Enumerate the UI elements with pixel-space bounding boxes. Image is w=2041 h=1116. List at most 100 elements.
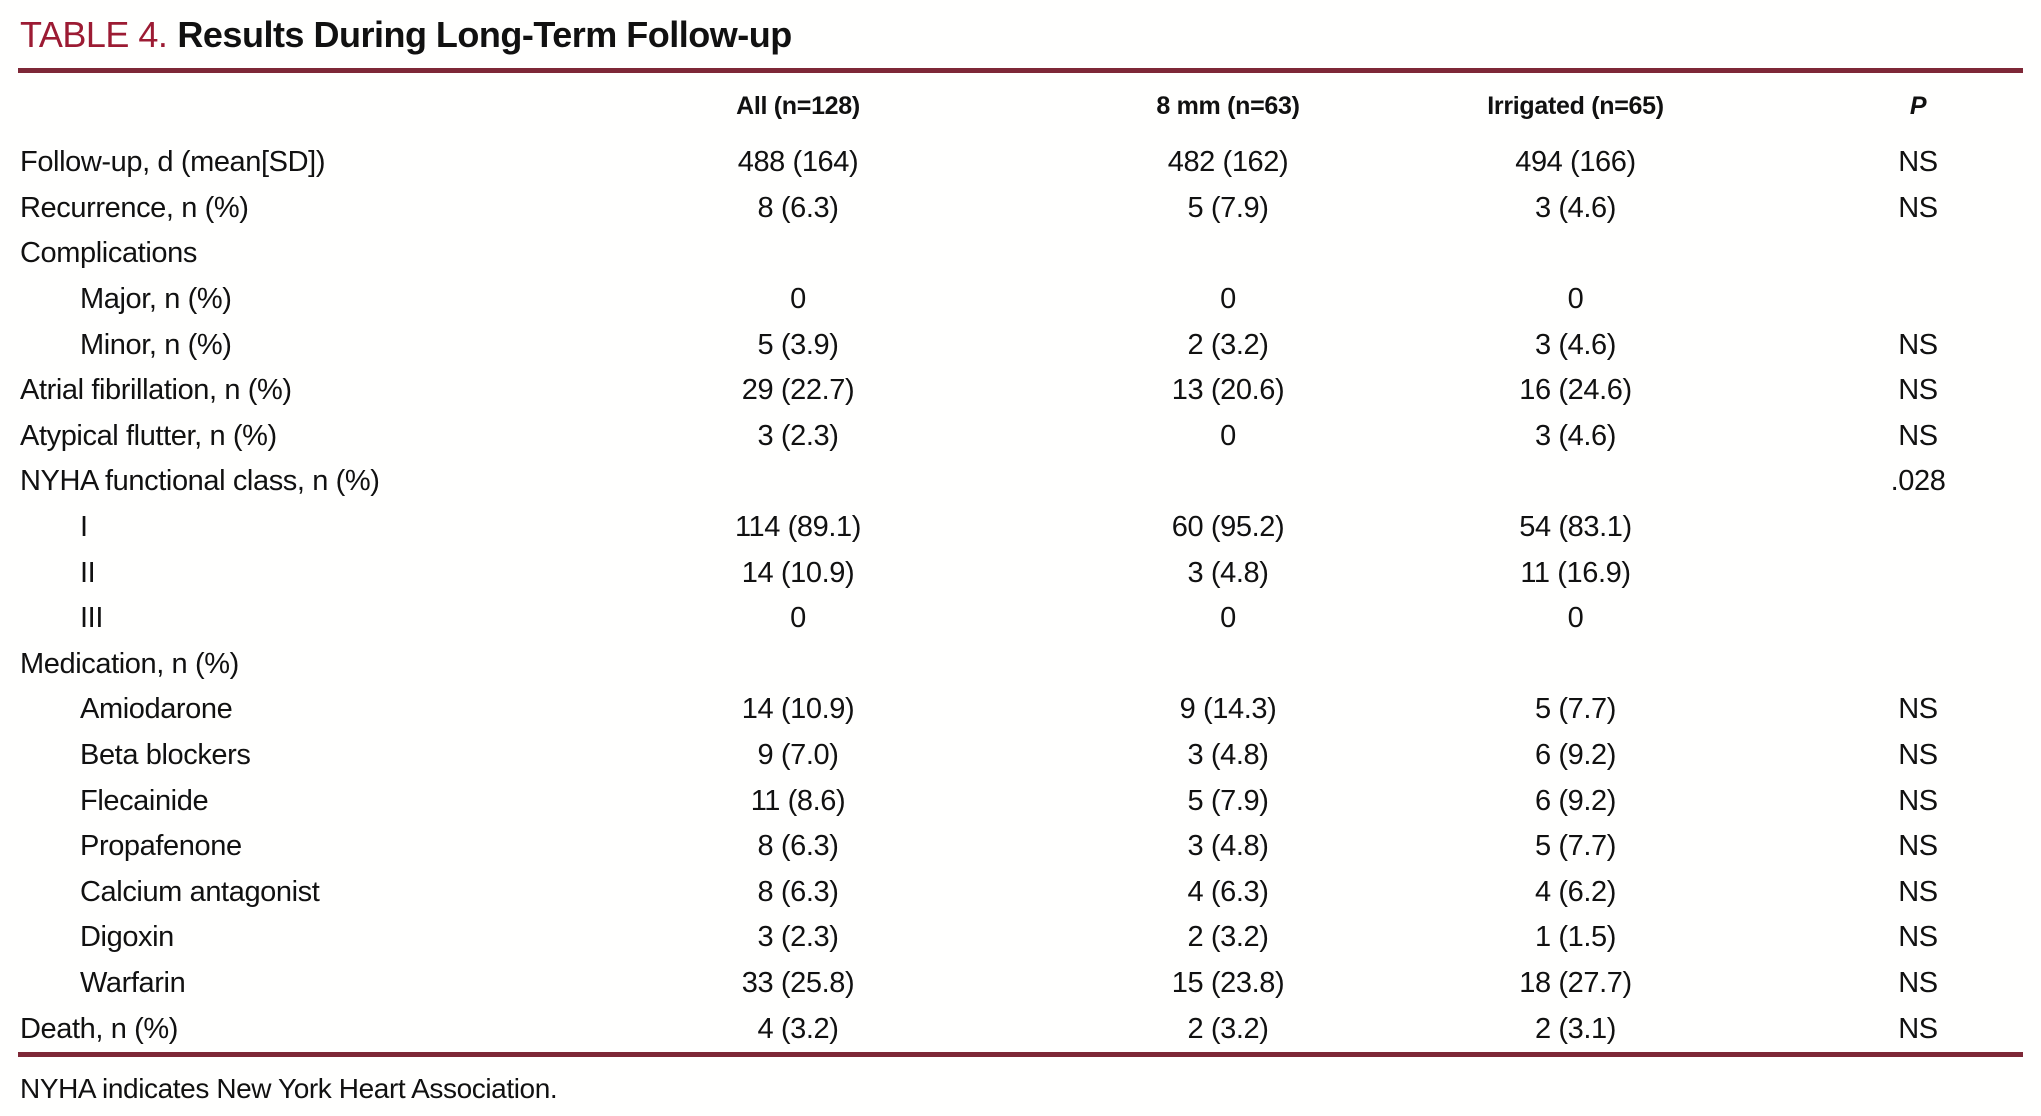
cell-p: NS bbox=[1898, 693, 1938, 726]
table-row-nyha-class: NYHA functional class, n (%) .028 bbox=[18, 459, 2023, 505]
table-row-death: Death, n (%) 4 (3.2) 2 (3.2) 2 (3.1) NS bbox=[18, 1006, 2023, 1052]
cell-irrigated: 3 (4.6) bbox=[1534, 191, 1616, 224]
table-header: All (n=128) 8 mm (n=63) Irrigated (n=65)… bbox=[18, 73, 2023, 140]
cell-8mm bbox=[1033, 231, 1423, 277]
cell-all bbox=[563, 642, 1033, 688]
cell-8mm: 13 (20.6) bbox=[1171, 374, 1285, 407]
table-number-label: TABLE 4. bbox=[20, 14, 168, 55]
cell-all: 8 (6.3) bbox=[757, 875, 839, 908]
cell-irrigated: 5 (7.7) bbox=[1534, 830, 1616, 863]
cell-p: NS bbox=[1898, 374, 1938, 407]
cell-irrigated: 494 (166) bbox=[1515, 146, 1636, 179]
cell-p bbox=[1728, 505, 2023, 551]
cell-8mm: 0 bbox=[1220, 419, 1236, 452]
cell-all: 5 (3.9) bbox=[757, 328, 839, 361]
cell-p: NS bbox=[1898, 146, 1938, 179]
bottom-rule bbox=[18, 1051, 2023, 1057]
table-row-major: Major, n (%) 0 0 0 bbox=[18, 277, 2023, 323]
cell-irrigated: 18 (27.7) bbox=[1519, 966, 1632, 999]
row-label: Atypical flutter, n (%) bbox=[20, 419, 277, 452]
cell-irrigated: 54 (83.1) bbox=[1519, 511, 1632, 544]
cell-irrigated: 3 (4.6) bbox=[1534, 419, 1616, 452]
cell-8mm: 60 (95.2) bbox=[1171, 511, 1285, 544]
cell-8mm: 482 (162) bbox=[1167, 146, 1289, 179]
row-label: Major, n (%) bbox=[80, 283, 232, 316]
table-title-text: Results During Long-Term Follow-up bbox=[177, 14, 792, 55]
table-footnote: NYHA indicates New York Heart Associatio… bbox=[20, 1072, 558, 1104]
cell-irrigated: 3 (4.6) bbox=[1534, 328, 1616, 361]
cell-p: NS bbox=[1898, 419, 1938, 452]
cell-p: NS bbox=[1898, 921, 1938, 954]
cell-irrigated: 16 (24.6) bbox=[1519, 374, 1632, 407]
cell-all: 11 (8.6) bbox=[750, 784, 846, 817]
cell-p bbox=[1728, 231, 2023, 277]
cell-all: 33 (25.8) bbox=[741, 966, 855, 999]
column-header-p: P bbox=[1909, 92, 1927, 120]
cell-all: 14 (10.9) bbox=[741, 556, 855, 589]
results-table: All (n=128) 8 mm (n=63) Irrigated (n=65)… bbox=[18, 73, 2023, 1052]
table-row-nyha-1: I 114 (89.1) 60 (95.2) 54 (83.1) bbox=[18, 505, 2023, 551]
table-row-flecainide: Flecainide 11 (8.6) 5 (7.9) 6 (9.2) NS bbox=[18, 778, 2023, 824]
cell-irrigated: 0 bbox=[1567, 602, 1584, 635]
cell-all: 0 bbox=[790, 602, 806, 635]
row-label: I bbox=[80, 511, 88, 544]
cell-p bbox=[1728, 277, 2023, 323]
cell-irrigated: 5 (7.7) bbox=[1534, 693, 1616, 726]
row-label: Recurrence, n (%) bbox=[20, 191, 249, 224]
cell-8mm: 3 (4.8) bbox=[1187, 739, 1269, 772]
cell-all: 114 (89.1) bbox=[734, 511, 862, 544]
cell-8mm: 4 (6.3) bbox=[1187, 875, 1269, 908]
column-header-empty bbox=[18, 73, 563, 140]
table-row-recurrence: Recurrence, n (%) 8 (6.3) 5 (7.9) 3 (4.6… bbox=[18, 186, 2023, 232]
row-label: Medication, n (%) bbox=[20, 647, 239, 680]
table-row-complications: Complications bbox=[18, 231, 2023, 277]
cell-all: 3 (2.3) bbox=[757, 921, 839, 954]
cell-all: 9 (7.0) bbox=[757, 739, 839, 772]
cell-p: NS bbox=[1898, 966, 1938, 999]
row-label: Complications bbox=[20, 237, 197, 270]
cell-p: NS bbox=[1898, 830, 1938, 863]
cell-all: 0 bbox=[790, 283, 806, 316]
cell-all: 14 (10.9) bbox=[741, 693, 855, 726]
cell-irrigated: 6 (9.2) bbox=[1534, 784, 1616, 817]
row-label: Digoxin bbox=[80, 921, 174, 954]
cell-p bbox=[1728, 642, 2023, 688]
cell-irrigated bbox=[1423, 642, 1728, 688]
table-body: Follow-up, d (mean[SD]) 488 (164) 482 (1… bbox=[18, 140, 2023, 1052]
row-label: III bbox=[80, 602, 103, 635]
table-row-followup: Follow-up, d (mean[SD]) 488 (164) 482 (1… bbox=[18, 140, 2023, 186]
cell-p: NS bbox=[1898, 1012, 1938, 1045]
row-label: Amiodarone bbox=[80, 693, 233, 726]
cell-irrigated: 2 (3.1) bbox=[1534, 1012, 1616, 1045]
cell-8mm bbox=[1033, 459, 1423, 505]
cell-all: 8 (6.3) bbox=[757, 830, 839, 863]
cell-irrigated: 6 (9.2) bbox=[1534, 739, 1616, 772]
cell-8mm: 3 (4.8) bbox=[1187, 830, 1269, 863]
cell-p bbox=[1728, 596, 2023, 642]
row-label: Follow-up, d (mean[SD]) bbox=[20, 146, 326, 179]
row-label: Propafenone bbox=[80, 830, 242, 863]
cell-irrigated: 0 bbox=[1567, 283, 1584, 316]
table-row-minor: Minor, n (%) 5 (3.9) 2 (3.2) 3 (4.6) NS bbox=[18, 322, 2023, 368]
cell-8mm: 0 bbox=[1220, 283, 1236, 316]
cell-all: 4 (3.2) bbox=[757, 1012, 839, 1045]
cell-p: NS bbox=[1898, 784, 1938, 817]
cell-all: 3 (2.3) bbox=[757, 419, 839, 452]
cell-8mm: 2 (3.2) bbox=[1187, 921, 1269, 954]
cell-irrigated: 11 (16.9) bbox=[1520, 556, 1631, 589]
cell-all: 29 (22.7) bbox=[741, 374, 855, 407]
cell-irrigated: 1 (1.5) bbox=[1534, 921, 1616, 954]
row-label: Death, n (%) bbox=[20, 1012, 178, 1045]
row-label: Beta blockers bbox=[80, 739, 251, 772]
cell-p: NS bbox=[1898, 875, 1938, 908]
table-row-digoxin: Digoxin 3 (2.3) 2 (3.2) 1 (1.5) NS bbox=[18, 915, 2023, 961]
cell-all: 488 (164) bbox=[737, 146, 859, 179]
row-label: II bbox=[80, 556, 96, 589]
header-row: All (n=128) 8 mm (n=63) Irrigated (n=65)… bbox=[18, 73, 2023, 140]
cell-p: NS bbox=[1898, 739, 1938, 772]
cell-8mm bbox=[1033, 642, 1423, 688]
table-title-row: TABLE 4. Results During Long-Term Follow-… bbox=[18, 10, 2023, 60]
table-row-medication: Medication, n (%) bbox=[18, 642, 2023, 688]
table-row-nyha-2: II 14 (10.9) 3 (4.8) 11 (16.9) bbox=[18, 550, 2023, 596]
